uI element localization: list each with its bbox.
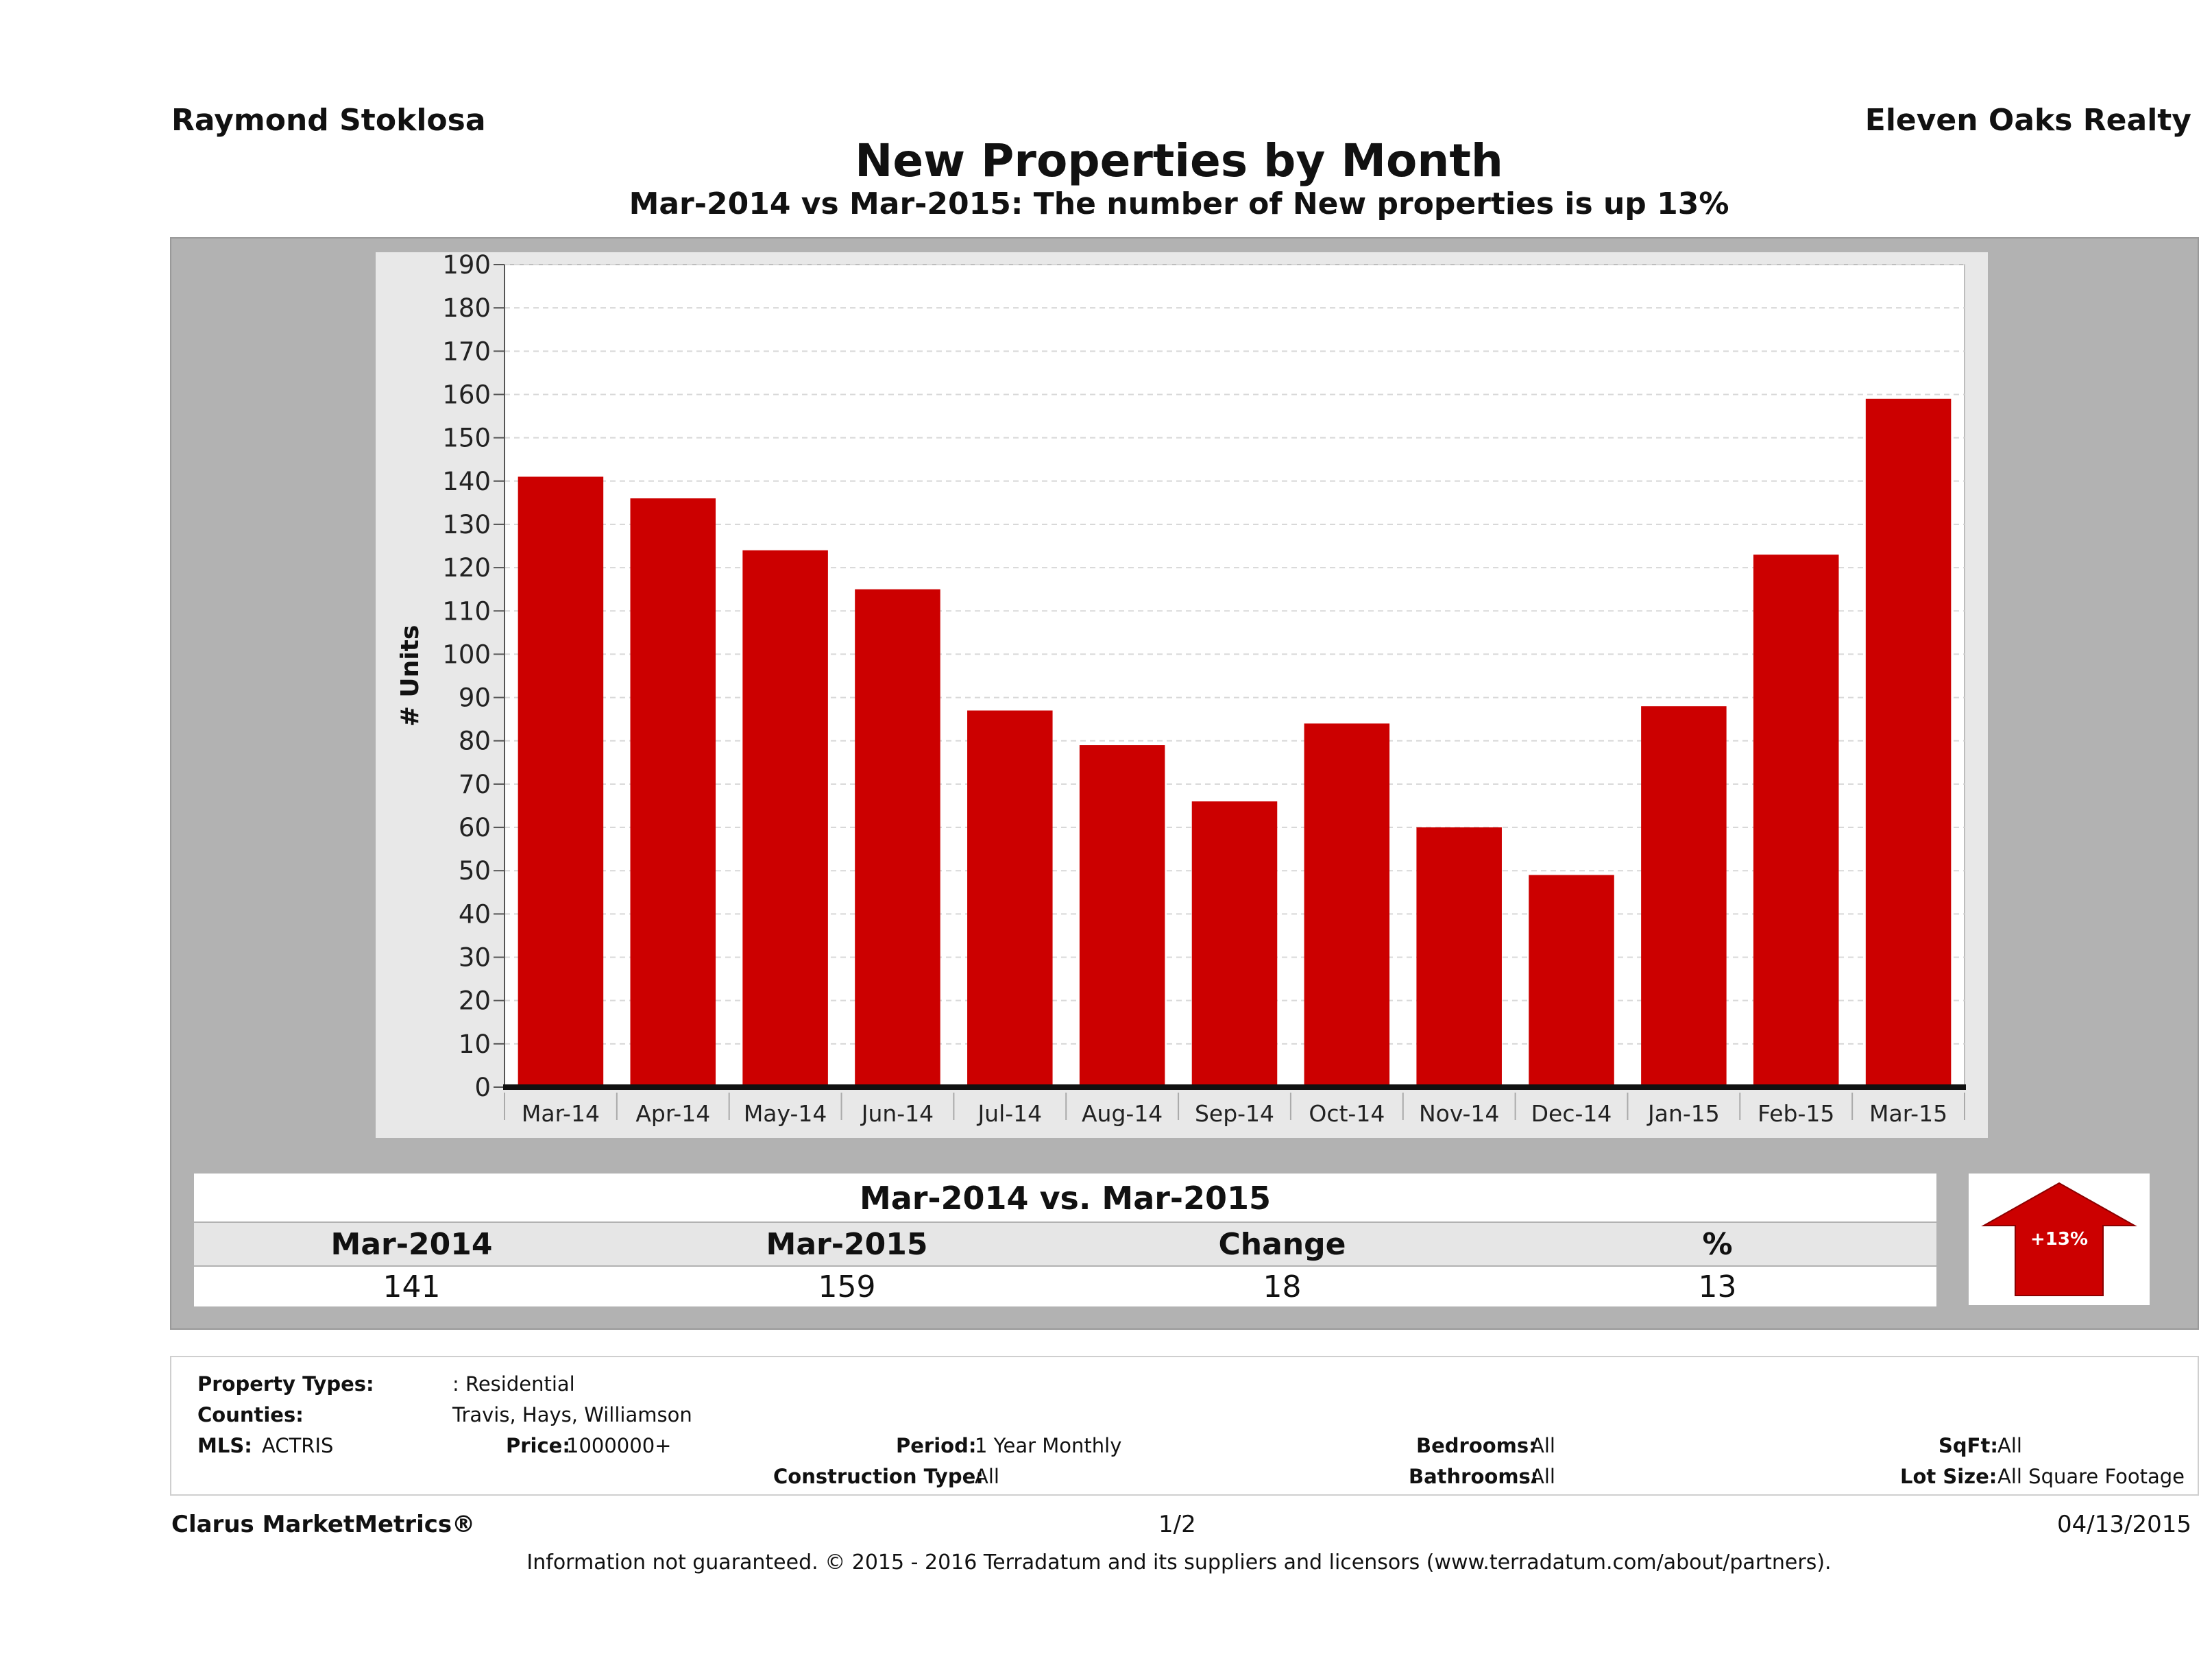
bar [1191, 801, 1278, 1087]
y-tick-label: 130 [442, 510, 491, 539]
x-tick-label: Dec-14 [1531, 1100, 1612, 1127]
y-tick-label: 50 [459, 856, 491, 886]
construction-label: Construction Type: [773, 1465, 984, 1488]
bar [855, 589, 940, 1087]
y-tick-label: 120 [442, 553, 491, 583]
mls-label: MLS: [197, 1434, 252, 1457]
y-tick-label: 10 [459, 1030, 491, 1059]
summary-labels-row: Mar-2014 Mar-2015 Change % [194, 1223, 1936, 1265]
summary-heading: Mar-2014 vs. Mar-2015 [194, 1174, 1936, 1221]
y-tick-label: 160 [442, 380, 491, 409]
summary-label-end: Mar-2015 [766, 1227, 928, 1262]
y-tick-label: 30 [459, 943, 491, 973]
price-label: Price: [506, 1434, 570, 1457]
footer-disclaimer: Information not guaranteed. © 2015 - 201… [526, 1551, 1832, 1574]
bar [1641, 706, 1727, 1087]
x-tick-label: May-14 [744, 1100, 827, 1127]
y-tick-label: 150 [442, 424, 491, 453]
bathrooms-label: Bathrooms: [1409, 1465, 1539, 1488]
y-tick-label: 40 [459, 899, 491, 929]
chart-subtitle: Mar-2014 vs Mar-2015: The number of New … [629, 186, 1729, 221]
bar [1304, 723, 1390, 1087]
y-tick-label: 180 [442, 293, 491, 323]
x-tick-label: Oct-14 [1309, 1100, 1385, 1127]
summary-values-row: 141 159 18 13 [194, 1267, 1936, 1306]
y-tick-label: 20 [459, 986, 491, 1016]
lot-size-value: All Square Footage [1997, 1465, 2185, 1488]
bar [518, 476, 604, 1087]
property-types-label: Property Types: [197, 1372, 374, 1396]
y-tick-label: 140 [442, 467, 491, 496]
mls-value: ACTRIS [262, 1434, 334, 1457]
property-types-value: : Residential [452, 1372, 575, 1396]
bar [1753, 555, 1839, 1087]
summary-value-start: 141 [382, 1269, 441, 1304]
bar [1865, 398, 1952, 1087]
change-badge: +13% [1969, 1174, 2150, 1305]
summary-label-start: Mar-2014 [330, 1227, 493, 1262]
y-tick-label: 190 [442, 252, 491, 280]
construction-value: All [975, 1465, 999, 1488]
footer-brand: Clarus MarketMetrics® [171, 1511, 476, 1538]
summary-value-change: 18 [1263, 1269, 1302, 1304]
footer-page-number: 1/2 [1158, 1511, 1196, 1538]
summary-label-percent: % [1702, 1227, 1733, 1262]
bathrooms-value: All [1531, 1465, 1555, 1488]
counties-value: Travis, Hays, Williamson [452, 1403, 692, 1426]
sqft-label: SqFt: [1938, 1434, 1998, 1457]
y-tick-label: 60 [459, 813, 491, 842]
sqft-value: All [1997, 1434, 2022, 1457]
y-tick-label: 70 [459, 770, 491, 799]
up-arrow-icon: +13% [1981, 1182, 2137, 1296]
y-tick-label: 90 [459, 683, 491, 713]
bar [1079, 745, 1165, 1087]
x-tick-label: Aug-14 [1082, 1100, 1163, 1127]
bar-chart: 0 10 20 30 40 50 60 70 80 90 100 110 120 130 140 150 160… [396, 252, 1966, 1127]
x-tick-label: Feb-15 [1758, 1100, 1834, 1127]
summary-label-change: Change [1218, 1227, 1346, 1262]
y-tick-label: 170 [442, 337, 491, 366]
lot-size-label: Lot Size: [1900, 1465, 1997, 1488]
y-axis-label: # Units [396, 625, 424, 727]
y-tick-label: 0 [474, 1073, 491, 1102]
y-tick-label: 110 [442, 596, 491, 626]
agent-name: Raymond Stoklosa [171, 103, 486, 138]
bar [742, 550, 828, 1087]
x-tick-label: Mar-15 [1869, 1100, 1947, 1127]
bar [1529, 875, 1614, 1087]
x-tick-label: Jun-14 [860, 1100, 934, 1127]
summary-value-end: 159 [818, 1269, 876, 1304]
bedrooms-value: All [1531, 1434, 1555, 1457]
change-badge-text: +13% [2030, 1229, 2088, 1250]
x-tick-label: Jan-15 [1646, 1100, 1720, 1127]
bar [630, 498, 716, 1087]
bedrooms-label: Bedrooms: [1416, 1434, 1537, 1457]
criteria-box: Property Types: : Residential Counties: … [170, 1356, 2199, 1496]
price-value: 1000000+ [566, 1434, 672, 1457]
x-tick-label: Jul-14 [976, 1100, 1042, 1127]
period-value: 1 Year Monthly [975, 1434, 1122, 1457]
counties-label: Counties: [197, 1403, 304, 1426]
y-tick-label: 80 [459, 727, 491, 756]
company-name: Eleven Oaks Realty [1864, 103, 2191, 138]
bar [1416, 827, 1502, 1087]
y-tick-label: 100 [442, 640, 491, 669]
x-tick-label: Nov-14 [1419, 1100, 1499, 1127]
chart-title: New Properties by Month [855, 134, 1503, 187]
x-tick-label: Sep-14 [1195, 1100, 1274, 1127]
x-tick-label: Apr-14 [635, 1100, 710, 1127]
bar [967, 710, 1053, 1087]
summary-value-percent: 13 [1698, 1269, 1737, 1304]
x-tick-label: Mar-14 [522, 1100, 600, 1127]
period-label: Period: [896, 1434, 977, 1457]
footer-date: 04/13/2015 [2057, 1511, 2191, 1538]
